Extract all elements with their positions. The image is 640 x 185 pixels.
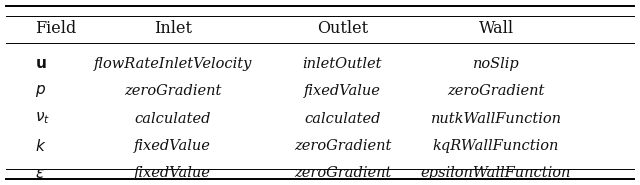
Text: flowRateInletVelocity: flowRateInletVelocity xyxy=(93,57,252,71)
Text: $\mathbf{u}$: $\mathbf{u}$ xyxy=(35,56,47,71)
Text: fixedValue: fixedValue xyxy=(304,84,381,98)
Text: Field: Field xyxy=(35,20,76,37)
Text: inletOutlet: inletOutlet xyxy=(303,57,382,71)
Text: fixedValue: fixedValue xyxy=(134,139,211,153)
Text: calculated: calculated xyxy=(134,112,211,126)
Text: epsilonWallFunction: epsilonWallFunction xyxy=(421,166,571,180)
Text: zeroGradient: zeroGradient xyxy=(124,84,221,98)
Text: fixedValue: fixedValue xyxy=(134,166,211,180)
Text: Inlet: Inlet xyxy=(154,20,192,37)
Text: noSlip: noSlip xyxy=(472,57,520,71)
Text: $p$: $p$ xyxy=(35,83,46,99)
Text: calculated: calculated xyxy=(304,112,381,126)
Text: zeroGradient: zeroGradient xyxy=(447,84,545,98)
Text: Wall: Wall xyxy=(479,20,513,37)
Text: $\epsilon$: $\epsilon$ xyxy=(35,166,45,181)
Text: kqRWallFunction: kqRWallFunction xyxy=(433,139,559,153)
Text: nutkWallFunction: nutkWallFunction xyxy=(431,112,561,126)
Text: $\nu_t$: $\nu_t$ xyxy=(35,111,50,126)
Text: $k$: $k$ xyxy=(35,138,47,154)
Text: zeroGradient: zeroGradient xyxy=(294,139,391,153)
Text: zeroGradient: zeroGradient xyxy=(294,166,391,180)
Text: Outlet: Outlet xyxy=(317,20,368,37)
